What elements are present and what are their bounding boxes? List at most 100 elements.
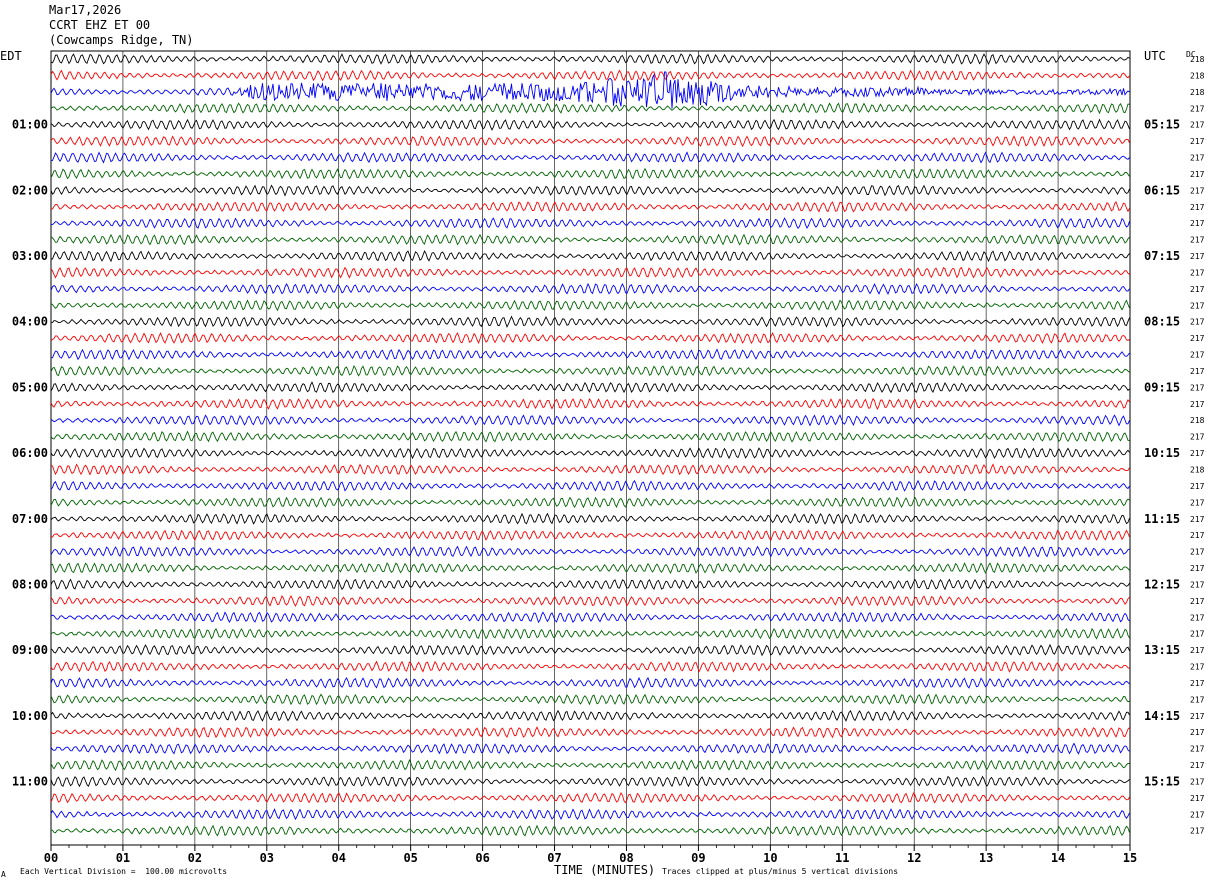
trace-line bbox=[50, 397, 1130, 411]
right-hour-label: 15:15 bbox=[1144, 774, 1180, 788]
trace-line bbox=[50, 282, 1130, 295]
dc-offset-label: 217 bbox=[1190, 203, 1205, 212]
scale-note: Each Vertical Division = 100.00 microvol… bbox=[20, 867, 228, 876]
x-tick-label: 08 bbox=[619, 851, 633, 865]
left-hour-label: 03:00 bbox=[12, 249, 48, 263]
dc-offset-label: 217 bbox=[1190, 827, 1205, 836]
trace-line bbox=[50, 135, 1130, 148]
x-tick-label: 03 bbox=[260, 851, 274, 865]
dc-offset-label: 217 bbox=[1190, 318, 1205, 327]
footer-mark: A bbox=[1, 870, 6, 879]
dc-offset-label: 217 bbox=[1190, 564, 1205, 573]
trace-line bbox=[50, 364, 1130, 377]
dc-offset-label: 217 bbox=[1190, 285, 1205, 294]
dc-offset-label: 217 bbox=[1190, 236, 1205, 245]
x-axis-title: TIME (MINUTES) bbox=[554, 863, 656, 877]
dc-offset-label: 217 bbox=[1190, 597, 1205, 606]
trace-line bbox=[50, 479, 1130, 492]
trace-line bbox=[50, 200, 1130, 213]
trace-line bbox=[50, 266, 1130, 279]
trace-line bbox=[50, 660, 1130, 673]
right-timezone-label: UTC bbox=[1144, 49, 1166, 63]
dc-offset-label: 217 bbox=[1190, 170, 1205, 179]
right-hour-label: 05:15 bbox=[1144, 118, 1180, 132]
right-hour-label: 14:15 bbox=[1144, 709, 1180, 723]
dc-offset-label: 217 bbox=[1190, 351, 1205, 360]
left-timezone-label: EDT bbox=[0, 49, 22, 63]
dc-offset-label: 217 bbox=[1190, 728, 1205, 737]
trace-line bbox=[50, 758, 1130, 772]
trace-line bbox=[50, 643, 1130, 657]
x-tick-label: 15 bbox=[1123, 851, 1137, 865]
trace-line bbox=[50, 676, 1130, 689]
trace-line bbox=[50, 775, 1130, 788]
trace-line bbox=[50, 118, 1130, 131]
dc-offset-label: 217 bbox=[1190, 712, 1205, 721]
trace-line bbox=[50, 233, 1130, 246]
right-hour-label: 09:15 bbox=[1144, 380, 1180, 394]
trace-line bbox=[50, 808, 1130, 821]
right-hour-label: 10:15 bbox=[1144, 446, 1180, 460]
dc-offset-label: 217 bbox=[1190, 400, 1205, 409]
dc-offset-label: 217 bbox=[1190, 186, 1205, 195]
x-tick-label: 01 bbox=[116, 851, 130, 865]
x-tick-label: 09 bbox=[691, 851, 705, 865]
trace-line bbox=[50, 824, 1130, 837]
x-tick-label: 14 bbox=[1051, 851, 1065, 865]
right-hour-label: 06:15 bbox=[1144, 183, 1180, 197]
right-hour-label: 13:15 bbox=[1144, 643, 1180, 657]
dc-offset-label: 217 bbox=[1190, 531, 1205, 540]
dc-offset-label: 217 bbox=[1190, 761, 1205, 770]
dc-offset-label: 217 bbox=[1190, 268, 1205, 277]
dc-offset-label: 218 bbox=[1190, 466, 1205, 475]
trace-line bbox=[50, 529, 1130, 541]
trace-line bbox=[50, 331, 1130, 345]
trace-line bbox=[50, 299, 1130, 312]
trace-line bbox=[50, 447, 1130, 460]
trace-line bbox=[50, 151, 1130, 164]
left-hour-label: 11:00 bbox=[12, 774, 48, 788]
right-hour-label: 07:15 bbox=[1144, 249, 1180, 263]
x-tick-label: 13 bbox=[979, 851, 993, 865]
location-label: (Cowcamps Ridge, TN) bbox=[49, 33, 194, 47]
trace-line bbox=[50, 71, 1130, 109]
trace-line bbox=[50, 792, 1130, 804]
dc-offset-label: 217 bbox=[1190, 383, 1205, 392]
trace-line bbox=[50, 348, 1130, 361]
dc-offset-label: 217 bbox=[1190, 219, 1205, 228]
dc-offset-label: 217 bbox=[1190, 646, 1205, 655]
plot-frame bbox=[50, 50, 1131, 846]
x-tick-label: 00 bbox=[44, 851, 58, 865]
trace-line bbox=[50, 709, 1130, 722]
trace-line bbox=[50, 742, 1130, 755]
dc-offset-label: 217 bbox=[1190, 810, 1205, 819]
left-hour-label: 04:00 bbox=[12, 315, 48, 329]
trace-line bbox=[50, 594, 1130, 607]
trace-line bbox=[50, 463, 1130, 476]
trace-line bbox=[50, 726, 1130, 739]
trace-line bbox=[50, 217, 1130, 229]
dc-offset-label: 217 bbox=[1190, 449, 1205, 458]
trace-line bbox=[50, 578, 1130, 591]
dc-offset-label: 217 bbox=[1190, 580, 1205, 589]
trace-line bbox=[50, 545, 1130, 558]
dc-offset-label: 217 bbox=[1190, 745, 1205, 754]
trace-line bbox=[50, 381, 1130, 394]
dc-offset-label: 217 bbox=[1190, 137, 1205, 146]
dc-offset-label: 217 bbox=[1190, 777, 1205, 786]
left-hour-label: 09:00 bbox=[12, 643, 48, 657]
dc-offset-label: 217 bbox=[1190, 121, 1205, 130]
x-tick-label: 02 bbox=[188, 851, 202, 865]
trace-line bbox=[50, 693, 1130, 706]
dc-offset-label: 217 bbox=[1190, 630, 1205, 639]
date-label: Mar17,2026 bbox=[49, 3, 122, 17]
dc-offset-label: 217 bbox=[1190, 154, 1205, 163]
dc-offset-label: 217 bbox=[1190, 433, 1205, 442]
dc-offset-label: 217 bbox=[1190, 252, 1205, 261]
trace-line bbox=[50, 53, 1130, 66]
dc-offset-label: 217 bbox=[1190, 482, 1205, 491]
trace-line bbox=[50, 102, 1130, 115]
trace-line bbox=[51, 250, 1130, 263]
x-tick-label: 10 bbox=[763, 851, 777, 865]
